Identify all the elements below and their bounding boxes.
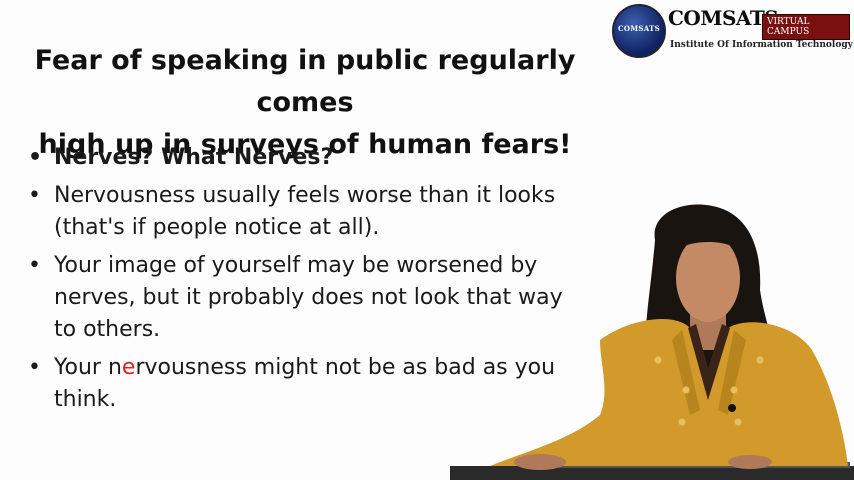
microphone-icon (728, 404, 736, 412)
jacket-button (678, 418, 686, 426)
pointer-highlight: e (121, 355, 136, 380)
virtual-campus-badge: VIRTUAL CAMPUS (762, 14, 850, 40)
hand-left (514, 454, 566, 470)
hand-right (728, 455, 772, 469)
logo-name: COMSATS (668, 6, 779, 30)
lapel-left (672, 330, 700, 415)
bullet-item: Nervousness usually feels worse than it … (26, 180, 586, 244)
presenter-image (450, 204, 854, 480)
lapel-right (718, 330, 746, 415)
scarf-shape (688, 324, 730, 400)
bullet-text-end: rvousness might not be as bad as you thi… (54, 355, 556, 412)
jacket-button (734, 418, 742, 426)
bullet-item: Nerves? What Nerves? (26, 142, 586, 174)
bullet-list: Nerves? What Nerves? Nervousness usually… (26, 142, 586, 422)
jacket-button (756, 356, 764, 364)
logo-subtitle: Institute Of Information Technology (670, 40, 853, 50)
bullet-text-start: Your n (54, 355, 122, 380)
hair-fringe (675, 230, 742, 252)
comsats-logo: COMSATS COMSATS VIRTUAL CAMPUS Institute… (612, 4, 853, 58)
desk-edge (450, 466, 854, 480)
logo-emblem-text: COMSATS (618, 24, 660, 33)
bullet-item: Your nervousness might not be as bad as … (26, 352, 586, 416)
jacket-shape (490, 318, 848, 466)
bullet-item: Your image of yourself may be worsened b… (26, 250, 586, 346)
jacket-button (682, 386, 690, 394)
jacket-button (654, 356, 662, 364)
face-shape (676, 234, 740, 322)
jacket-button (730, 386, 738, 394)
logo-emblem-icon: COMSATS (612, 4, 666, 58)
title-line-1: Fear of speaking in public regularly com… (34, 45, 576, 118)
